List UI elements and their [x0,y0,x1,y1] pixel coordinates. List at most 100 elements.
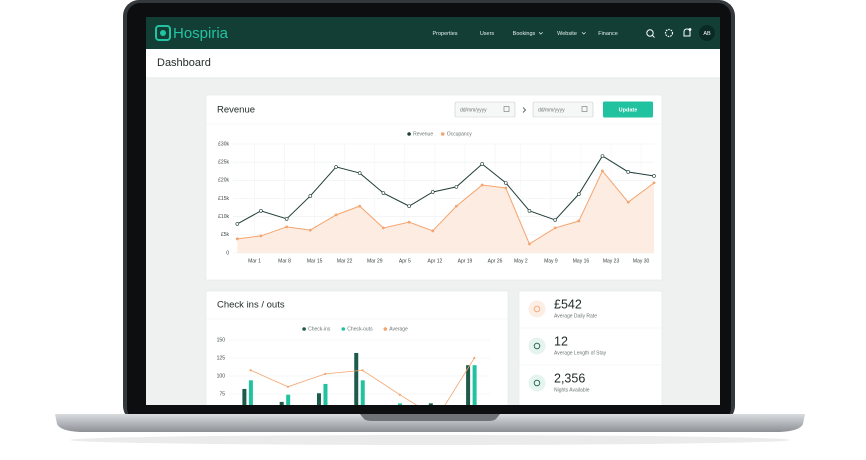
data-point [600,154,605,158]
dropdown-chevron [538,32,543,35]
bar [323,383,328,405]
stat-icon [528,300,546,318]
data-point [652,174,656,178]
y-tick-label: 0 [226,250,229,256]
data-point [480,183,484,187]
card-title: Check ins / outs [217,300,285,311]
y-tick-label: £5k [221,232,230,238]
x-tick-label: Apr 12 [428,258,443,264]
data-point [284,217,289,221]
data-point [528,242,531,246]
data-point [601,169,604,173]
stat-icon-glyph [533,305,541,313]
calendar-icon [581,106,588,112]
nav-item[interactable]: Users [480,31,495,37]
data-point [473,356,476,360]
nav-item[interactable]: Bookings [513,31,536,37]
data-point [381,226,385,230]
data-point [430,190,435,194]
data-point [626,200,630,204]
nav-item[interactable]: Website [557,31,577,37]
data-point [652,181,656,185]
subheader [146,49,720,77]
data-point [235,237,239,241]
y-tick-label: 125 [217,355,226,361]
stat-icon-glyph [533,379,541,387]
stat-value: £542 [554,297,582,311]
data-point [480,162,484,166]
legend-label: Occupancy [447,132,473,138]
logo-icon[interactable] [155,25,171,41]
data-point [357,171,362,175]
data-point [334,213,338,217]
data-point [308,194,313,198]
notification-dot [688,28,692,31]
date-input[interactable] [454,101,516,118]
x-tick-label: Apr 26 [488,258,503,264]
date-input[interactable] [532,101,594,118]
data-point [361,369,364,372]
bar [286,394,291,405]
checkins-chart: Check-ins Check-outs Average 75 100 125 150 [217,327,490,405]
x-tick-label: Mar 1 [248,258,261,264]
stat-value: 12 [554,334,568,348]
bar [466,365,471,405]
dropdown-chevron [581,32,586,35]
y-tick-label: 150 [217,337,226,343]
button-label: Update [619,107,638,113]
bar [279,401,284,405]
data-point [527,209,532,213]
bar [398,403,403,405]
data-point [454,185,459,189]
data-point [249,369,252,372]
x-tick-label: May 16 [573,258,590,264]
settings-icon[interactable] [664,28,674,38]
calendar-icon [503,106,510,112]
data-point [235,222,240,226]
legend-swatch [302,327,306,331]
x-tick-label: May 30 [633,258,650,264]
data-point [553,226,557,230]
bar [316,393,321,405]
bar [428,403,433,405]
x-tick-label: May 9 [544,258,558,264]
x-tick-label: Mar 29 [367,258,383,264]
data-point [334,165,338,169]
legend-swatch [440,132,445,136]
update-button[interactable] [603,101,653,118]
screen: Hospiria Properties Users Bookings Website F… [146,17,720,405]
y-tick-label: £30k [218,141,229,147]
data-point [503,181,508,185]
x-tick-label: Mar 8 [278,258,291,264]
stat-icon [528,337,546,355]
y-tick-label: £15k [218,196,229,202]
data-point [308,228,312,232]
data-point [504,186,508,190]
avatar[interactable] [699,25,715,41]
base-notch [360,414,500,421]
data-point [259,209,263,213]
date-placeholder: dd/mm/yyyy [538,107,565,113]
x-tick-label: May 2 [514,258,528,264]
brand[interactable]: Hospiria [173,25,229,42]
revenue-chart: Revenue Occupancy 0 £5k £10k £15k £20k £25k £30k… [218,132,656,264]
data-point [431,229,435,233]
data-point [285,225,289,229]
nav-item[interactable]: Properties [432,31,457,37]
stat-label: Average Daily Rate [554,313,597,319]
series-line [237,169,655,245]
bar [248,380,253,405]
navbar [146,17,720,49]
stat-value: 2,356 [554,371,585,385]
legend-swatch [341,327,346,331]
stats-list: £542 Average Daily Rate 12 Average Length o… [519,297,662,393]
data-point [454,204,458,208]
search-icon[interactable] [646,29,654,37]
data-point [324,372,327,375]
nav-menu: Properties Users Bookings Website Finance [432,31,617,37]
bell-icon[interactable] [683,28,691,37]
nav-item[interactable]: Finance [598,31,618,37]
search-handle [651,34,655,38]
range-arrow [522,107,527,113]
